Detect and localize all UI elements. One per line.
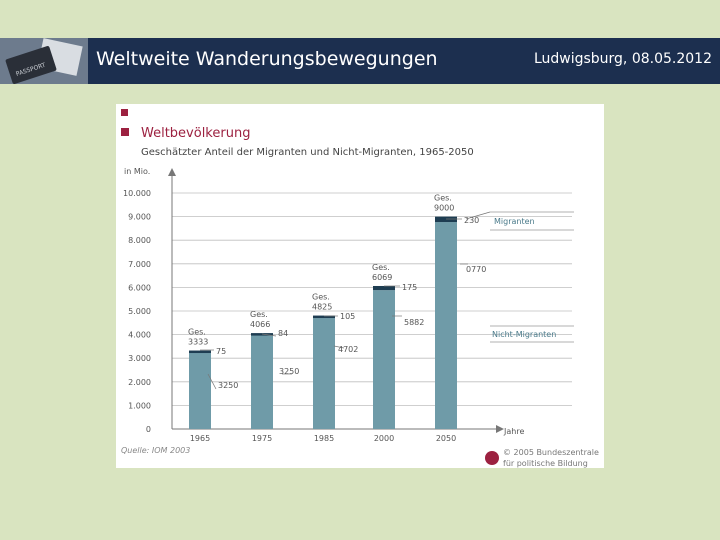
total-label-value: 4825 [312,303,332,312]
y-tick-label: 7.000 [128,260,151,269]
migrant-value-label: 105 [340,312,355,321]
y-tick-label: 6.000 [128,283,151,292]
slide-header: PASSPORT Weltweite Wanderungsbewegungen … [0,38,720,84]
y-tick-label: 1.000 [128,401,151,410]
title-bullet [121,128,129,136]
chart-subtitle: Geschätzter Anteil der Migranten und Nic… [141,147,474,158]
y-tick-label: 2.000 [128,378,151,387]
total-label-value: 4066 [250,320,270,329]
migrant-value-label: 230 [464,216,479,225]
bar-migrants [313,315,335,319]
total-label-value: 3333 [188,338,208,347]
x-tick-label: 1965 [190,434,210,443]
x-tick-label: 1985 [314,434,334,443]
chart-title: Weltbevölkerung [141,126,250,141]
bar-non-migrants [251,335,273,429]
total-label: Ges. [188,328,206,337]
total-label-value: 6069 [372,273,392,282]
bar-migrants [373,285,395,291]
total-label: Ges. [312,293,330,302]
legend-migranten: Migranten [494,217,535,226]
leader-line [261,333,277,337]
x-axis-arrow [496,425,504,433]
bar-migrants [189,350,211,354]
bar-non-migrants [313,318,335,429]
y-axis-arrow [168,168,176,176]
non-migrant-value-label: 3250 [218,381,238,390]
total-label: Ges. [250,310,268,319]
non-migrant-value-label: 0770 [466,265,486,274]
non-migrant-value-label: 3250 [279,367,299,376]
migrant-value-label: 175 [402,283,417,292]
migrant-value-label: 75 [216,347,226,356]
y-tick-label: 9.000 [128,213,151,222]
total-label: Ges. [434,194,452,203]
non-migrant-value-label: 5882 [404,318,424,327]
chart-card: Weltbevölkerung Geschätzter Anteil der M… [116,104,604,468]
total-label-value: 9000 [434,204,454,213]
leader-line [207,373,217,390]
total-label: Ges. [372,263,390,272]
leader-line [465,211,491,220]
credit-line-1: © 2005 Bundeszentrale [503,448,599,457]
x-axis-label: Jahre [503,427,524,436]
page-title: Weltweite Wanderungsbewegungen [96,48,438,70]
bar-non-migrants [189,352,211,429]
y-tick-label: 3.000 [128,354,151,363]
passport-image: PASSPORT [0,38,88,84]
y-tick-label: 8.000 [128,236,151,245]
bar-chart: Weltbevölkerung Geschätzter Anteil der M… [121,109,599,468]
passport-icon: PASSPORT [0,38,88,84]
bpb-logo-icon [485,451,499,465]
x-tick-label: 1975 [252,434,272,443]
migrant-value-label: 84 [278,329,288,338]
date-location: Ludwigsburg, 08.05.2012 [533,51,712,67]
y-tick-label: 5.000 [128,307,151,316]
bullet-square [121,109,128,116]
credit-line-2: für politische Bildung [503,459,588,468]
bar-non-migrants [435,222,457,429]
x-tick-label: 2000 [374,434,394,443]
y-tick-label: 10.000 [123,189,151,198]
non-migrant-value-label: 4702 [338,345,358,354]
legend-nicht-migranten: Nicht-Migranten [492,330,556,339]
y-tick-label: 0 [146,425,151,434]
bar-non-migrants [373,290,395,429]
leader-line [333,345,345,349]
y-axis-label: in Mio. [124,167,150,176]
x-tick-label: 2050 [436,434,456,443]
source-text: Quelle: IOM 2003 [121,446,190,455]
y-tick-label: 4.000 [128,331,151,340]
